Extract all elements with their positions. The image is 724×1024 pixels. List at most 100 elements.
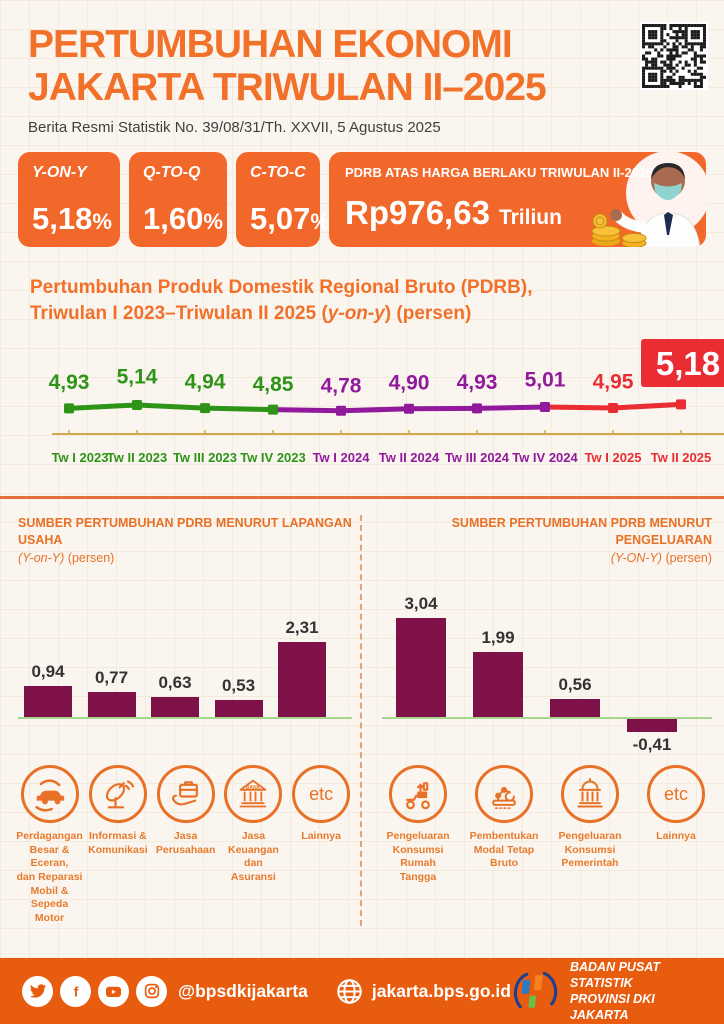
sector-keuangan-label: Jasa Keuangan dan Asuransi — [227, 830, 279, 883]
line-point — [472, 403, 482, 414]
stat-yony: Y-ON-Y 5,18% — [18, 152, 120, 247]
scooter-groceries-icon — [389, 765, 447, 824]
line-chart-section: Pertumbuhan Produk Domestik Regional Bru… — [30, 275, 724, 482]
expenditure-rumah-tangga: Pengeluaran Konsumsi Rumah Tangga — [382, 765, 454, 885]
header: PERTUMBUHAN EKONOMI JAKARTA TRIWULAN II–… — [0, 0, 724, 136]
x-tick-label: Tw IV 2023 — [240, 450, 306, 465]
line-point — [64, 403, 74, 414]
bar-value-label: 0,63 — [158, 672, 192, 692]
expenditure-lainnya-label: Lainnya — [656, 830, 696, 843]
line-point — [268, 404, 278, 415]
right-icons-row: Pengeluaran Konsumsi Rumah Tangga — [382, 765, 712, 885]
line-point — [404, 404, 414, 415]
stat-yony-value: 5,18% — [32, 201, 112, 236]
bar-value-label: -0,41 — [632, 735, 672, 755]
stat-yony-label: Y-ON-Y — [32, 164, 87, 181]
footer: f @bpsdkijakarta jakarta.bps.go.id — [0, 958, 724, 1024]
highlight-box — [641, 339, 724, 388]
point-label: 4,90 — [389, 372, 430, 395]
left-chart-title: SUMBER PERTUMBUHAN PDRB MENURUT LAPANGAN… — [18, 516, 352, 548]
pdrb-label: PDRB ATAS HARGA BERLAKU TRIWULAN II-2025 — [345, 165, 654, 180]
pengeluaran-bar-chart: 3,04 1,99 0,56 -0,41 — [382, 594, 712, 754]
org-name: BADAN PUSAT STATISTIK PROVINSI DKI JAKAR… — [569, 959, 661, 1023]
expenditure-lainnya: etc Lainnya — [640, 765, 712, 885]
left-chart-baseline — [18, 717, 352, 720]
bps-logo — [511, 969, 561, 1013]
bar — [87, 692, 136, 718]
lapangan-usaha-column: SUMBER PERTUMBUHAN PDRB MENURUT LAPANGAN… — [16, 515, 358, 925]
social-handle[interactable]: @bpsdkijakarta — [178, 980, 308, 1001]
bar-value-label: 0,77 — [94, 668, 129, 687]
x-tick-label: Tw I 2024 — [313, 450, 371, 465]
twitter-icon[interactable] — [22, 975, 53, 1007]
bar-value-label: 1,99 — [481, 628, 515, 648]
globe-icon — [336, 978, 363, 1005]
expenditure-rumah-tangga-label: Pengeluaran Konsumsi Rumah Tangga — [386, 830, 450, 883]
right-chart-baseline — [382, 717, 712, 720]
line-point — [132, 400, 142, 411]
pdrb-unit: Triliun — [498, 206, 562, 229]
expenditure-modal-label: Pembentukan Modal Tetap Bruto — [469, 830, 539, 870]
left-icons-row: Perdagangan Besar & Eceran, dan Reparasi… — [16, 765, 352, 925]
stat-qtoq-label: Q-TO-Q — [143, 164, 201, 181]
stat-ctoc-label: C-TO-C — [250, 164, 306, 181]
point-label: 4,78 — [321, 375, 362, 398]
pdrb-amount: Rp976,63 Triliun — [345, 194, 562, 232]
pdrb-value: Rp976,63 — [345, 194, 490, 231]
bar-value-label: 0,56 — [558, 674, 592, 694]
line-point — [200, 403, 210, 414]
bar — [627, 719, 677, 733]
sector-lainnya: etc Lainnya — [290, 765, 352, 925]
etc-icon: etc — [647, 765, 705, 824]
point-label: 5,14 — [117, 366, 158, 389]
briefcase-hand-icon — [156, 765, 215, 824]
bar — [396, 618, 446, 718]
svg-text:f: f — [73, 984, 78, 1000]
social-icons: f — [22, 975, 167, 1007]
bar-value-label: 2,31 — [285, 617, 319, 637]
sector-jasa-perusahaan: Jasa Perusahaan — [155, 765, 217, 925]
highlight-value: 5,18 — [656, 345, 720, 382]
bar — [550, 698, 600, 718]
bar-value-label: 0,94 — [31, 662, 65, 682]
line-point — [540, 402, 550, 413]
point-label: 5,01 — [525, 369, 566, 392]
sector-infokom: Informasi & Komunikasi — [87, 765, 149, 925]
satellite-dish-icon — [88, 765, 147, 824]
facebook-icon[interactable]: f — [60, 975, 91, 1007]
x-tick-label: Tw III 2023 — [173, 450, 237, 465]
sector-infokom-label: Informasi & Komunikasi — [88, 830, 148, 856]
bar — [24, 686, 72, 718]
line-point — [608, 403, 618, 414]
pengeluaran-column: SUMBER PERTUMBUHAN PDRB MENURUT PENGELUA… — [360, 515, 712, 926]
right-chart-title: SUMBER PERTUMBUHAN PDRB MENURUT PENGELUA… — [451, 516, 712, 548]
x-tick-label: Tw IV 2024 — [512, 450, 578, 465]
release-subtitle: Berita Resmi Statistik No. 39/08/31/Th. … — [28, 119, 441, 136]
line-series-2023 — [68, 402, 274, 413]
bar — [214, 699, 263, 718]
right-chart-subtitle: (Y-ON-Y) (persen) — [610, 551, 712, 566]
expenditure-modal: Pembentukan Modal Tetap Bruto — [468, 765, 540, 885]
youtube-icon[interactable] — [98, 975, 129, 1007]
section-divider — [0, 496, 724, 500]
trade-car-icon — [20, 765, 79, 824]
line-point — [676, 399, 686, 410]
stat-qtoq-value: 1,60% — [143, 201, 223, 236]
title-line2: JAKARTA TRIWULAN II–2025 — [28, 65, 547, 109]
bar-value-label: 3,04 — [404, 594, 438, 614]
robot-arm-icon — [475, 765, 533, 824]
expenditure-pemerintah-label: Pengeluaran Konsumsi Pemerintah — [558, 830, 622, 870]
instagram-icon[interactable] — [136, 975, 167, 1007]
sector-trade-label: Perdagangan Besar & Eceran, dan Reparasi… — [16, 830, 83, 924]
website-url[interactable]: jakarta.bps.go.id — [371, 980, 511, 1001]
title-line1: PERTUMBUHAN EKONOMI — [28, 23, 513, 66]
line-chart-title: Pertumbuhan Produk Domestik Regional Bru… — [30, 277, 533, 324]
sector-keuangan: BANK Jasa Keuangan dan Asuransi — [223, 765, 285, 925]
bar — [151, 696, 199, 718]
stats-row: Y-ON-Y 5,18% Q-TO-Q 1,60% C-TO-C 5,07% P… — [18, 152, 706, 247]
x-tick-label: Tw I 2023 — [52, 450, 109, 465]
point-label: 4,85 — [253, 373, 294, 396]
sector-jasa-perusahaan-label: Jasa Perusahaan — [155, 830, 216, 856]
etc-icon: etc — [292, 765, 351, 824]
